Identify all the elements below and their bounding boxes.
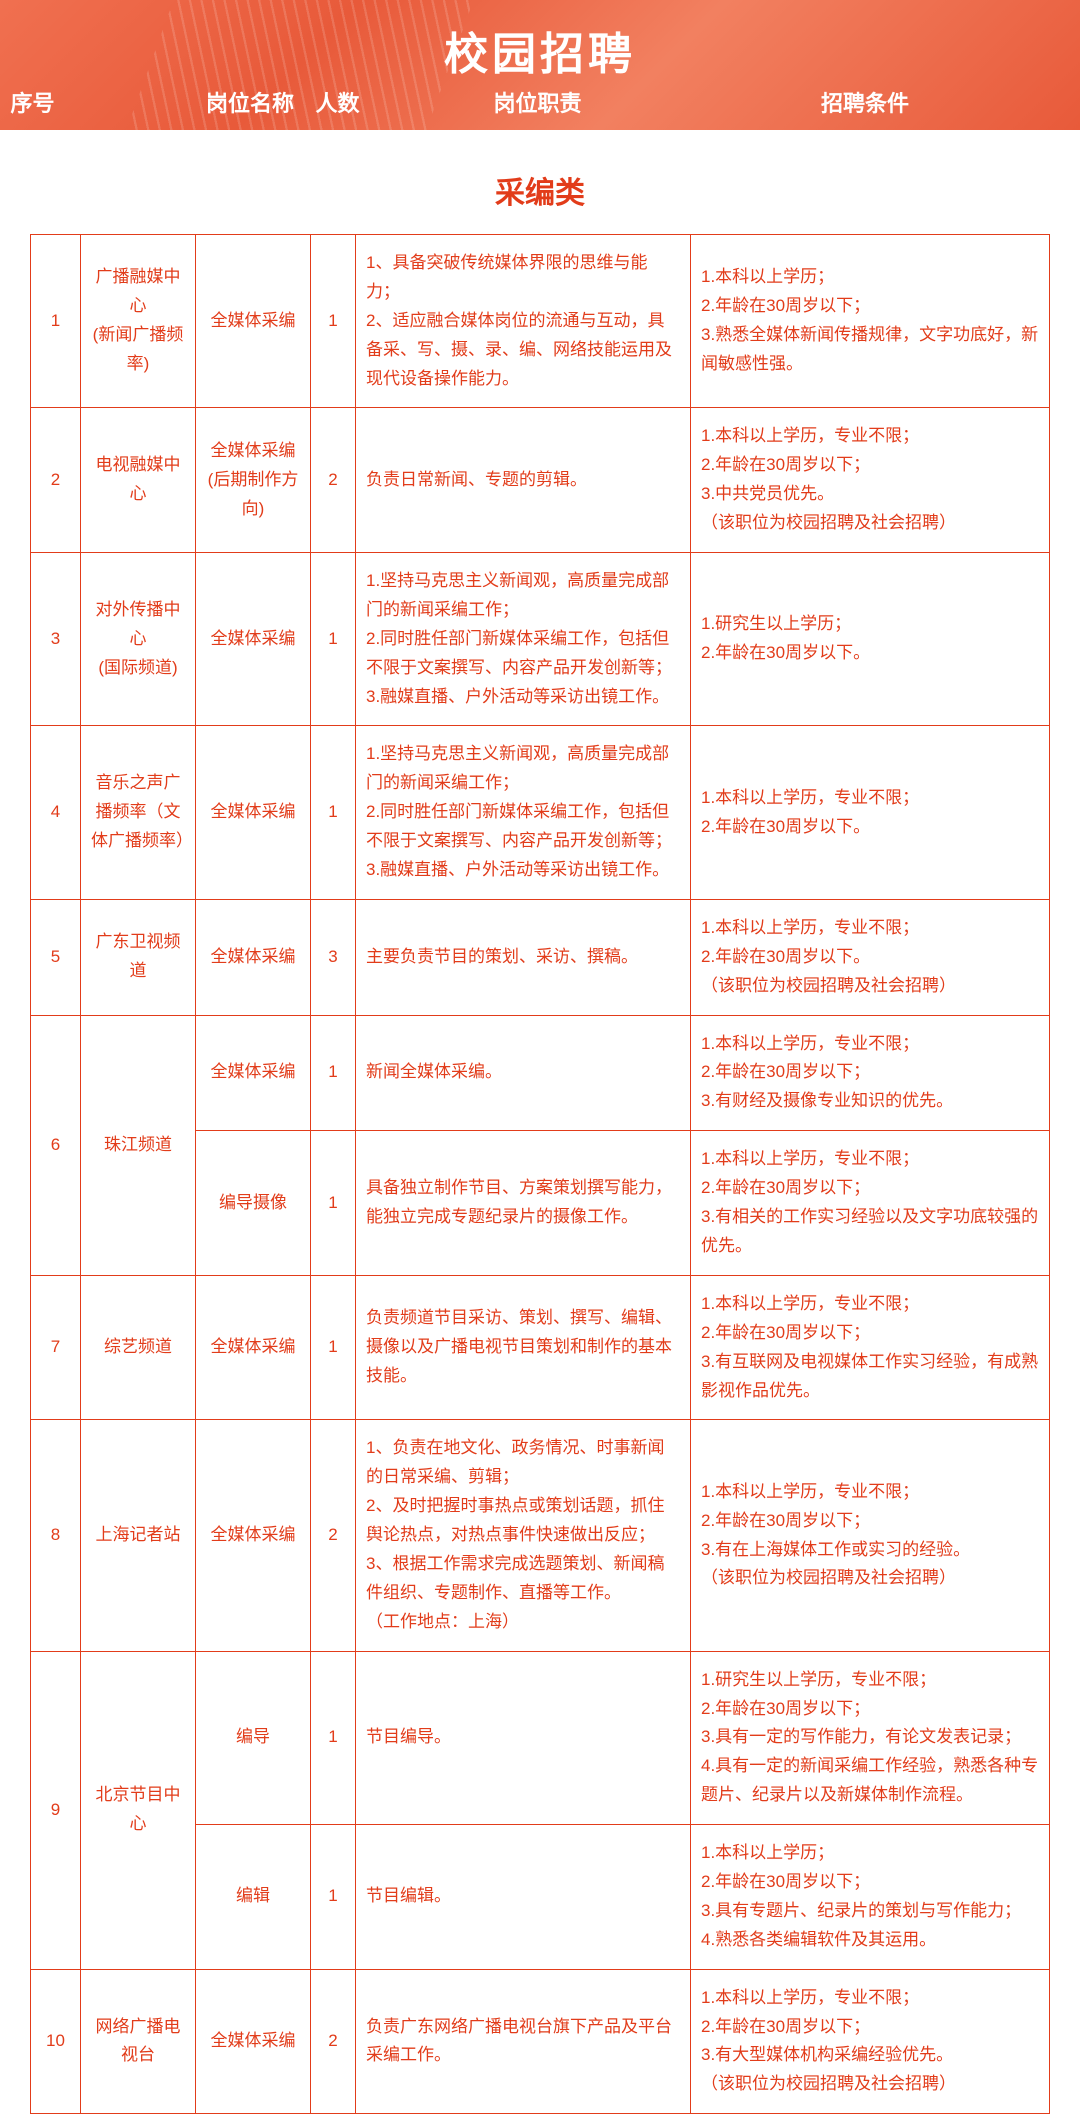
- col-post: 岗位名称: [190, 86, 310, 118]
- cell-post-name: 全媒体采编(后期制作方向): [196, 408, 311, 553]
- col-req: 招聘条件: [710, 86, 1020, 118]
- cell-dept: 广东卫视频道: [81, 899, 196, 1015]
- cell-post-name: 全媒体采编: [196, 1969, 311, 2114]
- cell-seq: 10: [31, 1969, 81, 2114]
- cell-post-name: 全媒体采编: [196, 726, 311, 899]
- cell-post-name: 编辑: [196, 1825, 311, 1970]
- cell-seq: 3: [31, 553, 81, 726]
- cell-count: 1: [311, 1651, 356, 1824]
- cell-count: 1: [311, 1275, 356, 1420]
- cell-req: 1.本科以上学历，专业不限；2.年龄在30周岁以下。（该职位为校园招聘及社会招聘…: [691, 899, 1050, 1015]
- cell-dept: 综艺频道: [81, 1275, 196, 1420]
- table-row: 2电视融媒中心全媒体采编(后期制作方向)2负责日常新闻、专题的剪辑。1.本科以上…: [31, 408, 1050, 553]
- table-row: 4音乐之声广播频率（文体广播频率）全媒体采编11.坚持马克思主义新闻观，高质量完…: [31, 726, 1050, 899]
- cell-count: 2: [311, 408, 356, 553]
- cell-seq: 5: [31, 899, 81, 1015]
- cell-dept: 北京节目中心: [81, 1651, 196, 1969]
- cell-post-name: 编导: [196, 1651, 311, 1824]
- cell-post-name: 全媒体采编: [196, 1275, 311, 1420]
- cell-req: 1.本科以上学历，专业不限；2.年龄在30周岁以下。: [691, 726, 1050, 899]
- cell-count: 1: [311, 235, 356, 408]
- cell-duty: 节目编导。: [356, 1651, 691, 1824]
- cell-count: 2: [311, 1420, 356, 1651]
- cell-post-name: 编导摄像: [196, 1131, 311, 1276]
- recruitment-table: 1广播融媒中心(新闻广播频率)全媒体采编11、具备突破传统媒体界限的思维与能力；…: [30, 234, 1050, 2114]
- table-row: 3对外传播中心(国际频道)全媒体采编11.坚持马克思主义新闻观，高质量完成部门的…: [31, 553, 1050, 726]
- table-row: 1广播融媒中心(新闻广播频率)全媒体采编11、具备突破传统媒体界限的思维与能力；…: [31, 235, 1050, 408]
- cell-dept: 网络广播电视台: [81, 1969, 196, 2114]
- cell-dept: 上海记者站: [81, 1420, 196, 1651]
- cell-duty: 新闻全媒体采编。: [356, 1015, 691, 1131]
- cell-seq: 7: [31, 1275, 81, 1420]
- cell-req: 1.本科以上学历，专业不限；2.年龄在30周岁以下；3.有大型媒体机构采编经验优…: [691, 1969, 1050, 2114]
- cell-duty: 节目编辑。: [356, 1825, 691, 1970]
- cell-duty: 负责广东网络广播电视台旗下产品及平台采编工作。: [356, 1969, 691, 2114]
- cell-post-name: 全媒体采编: [196, 1420, 311, 1651]
- cell-count: 1: [311, 1131, 356, 1276]
- table-row: 10网络广播电视台全媒体采编2负责广东网络广播电视台旗下产品及平台采编工作。1.…: [31, 1969, 1050, 2114]
- col-seq: 序号: [0, 86, 65, 118]
- cell-req: 1.研究生以上学历；2.年龄在30周岁以下。: [691, 553, 1050, 726]
- cell-req: 1.本科以上学历；2.年龄在30周岁以下；3.具有专题片、纪录片的策划与写作能力…: [691, 1825, 1050, 1970]
- cell-seq: 1: [31, 235, 81, 408]
- cell-duty: 具备独立制作节目、方案策划撰写能力，能独立完成专题纪录片的摄像工作。: [356, 1131, 691, 1276]
- cell-seq: 4: [31, 726, 81, 899]
- cell-duty: 主要负责节目的策划、采访、撰稿。: [356, 899, 691, 1015]
- cell-req: 1.本科以上学历，专业不限；2.年龄在30周岁以下；3.有财经及摄像专业知识的优…: [691, 1015, 1050, 1131]
- cell-duty: 1、具备突破传统媒体界限的思维与能力；2、适应融合媒体岗位的流通与互动，具备采、…: [356, 235, 691, 408]
- cell-count: 1: [311, 1825, 356, 1970]
- cell-post-name: 全媒体采编: [196, 553, 311, 726]
- page-header: 校园招聘 序号 岗位名称 人数 岗位职责 招聘条件: [0, 0, 1080, 130]
- cell-dept: 珠江频道: [81, 1015, 196, 1275]
- cell-post-name: 全媒体采编: [196, 1015, 311, 1131]
- cell-post-name: 全媒体采编: [196, 899, 311, 1015]
- cell-seq: 6: [31, 1015, 81, 1275]
- cell-duty: 1.坚持马克思主义新闻观，高质量完成部门的新闻采编工作；2.同时胜任部门新媒体采…: [356, 726, 691, 899]
- cell-post-name: 全媒体采编: [196, 235, 311, 408]
- cell-seq: 9: [31, 1651, 81, 1969]
- table-row: 5广东卫视频道全媒体采编3主要负责节目的策划、采访、撰稿。1.本科以上学历，专业…: [31, 899, 1050, 1015]
- cell-duty: 负责频道节目采访、策划、撰写、编辑、摄像以及广播电视节目策划和制作的基本技能。: [356, 1275, 691, 1420]
- cell-req: 1.本科以上学历，专业不限；2.年龄在30周岁以下；3.有在上海媒体工作或实习的…: [691, 1420, 1050, 1651]
- table-row: 8上海记者站全媒体采编21、负责在地文化、政务情况、时事新闻的日常采编、剪辑；2…: [31, 1420, 1050, 1651]
- col-count: 人数: [310, 86, 365, 118]
- cell-seq: 2: [31, 408, 81, 553]
- cell-count: 1: [311, 553, 356, 726]
- cell-req: 1.本科以上学历，专业不限；2.年龄在30周岁以下；3.中共党员优先。（该职位为…: [691, 408, 1050, 553]
- cell-duty: 负责日常新闻、专题的剪辑。: [356, 408, 691, 553]
- page-title: 校园招聘: [0, 18, 1080, 82]
- table-row: 9北京节目中心编导1节目编导。1.研究生以上学历，专业不限；2.年龄在30周岁以…: [31, 1651, 1050, 1824]
- content-area: 采编类 1广播融媒中心(新闻广播频率)全媒体采编11、具备突破传统媒体界限的思维…: [0, 130, 1080, 2114]
- cell-count: 2: [311, 1969, 356, 2114]
- cell-req: 1.本科以上学历，专业不限；2.年龄在30周岁以下；3.有相关的工作实习经验以及…: [691, 1131, 1050, 1276]
- table-row: 6珠江频道全媒体采编1新闻全媒体采编。1.本科以上学历，专业不限；2.年龄在30…: [31, 1015, 1050, 1131]
- cell-req: 1.本科以上学历；2.年龄在30周岁以下；3.熟悉全媒体新闻传播规律，文字功底好…: [691, 235, 1050, 408]
- category-title: 采编类: [30, 150, 1050, 234]
- cell-count: 1: [311, 1015, 356, 1131]
- cell-count: 1: [311, 726, 356, 899]
- cell-req: 1.研究生以上学历，专业不限；2.年龄在30周岁以下；3.具有一定的写作能力，有…: [691, 1651, 1050, 1824]
- table-row: 7综艺频道全媒体采编1负责频道节目采访、策划、撰写、编辑、摄像以及广播电视节目策…: [31, 1275, 1050, 1420]
- col-duty: 岗位职责: [365, 86, 710, 118]
- cell-dept: 对外传播中心(国际频道): [81, 553, 196, 726]
- cell-duty: 1.坚持马克思主义新闻观，高质量完成部门的新闻采编工作；2.同时胜任部门新媒体采…: [356, 553, 691, 726]
- cell-req: 1.本科以上学历，专业不限；2.年龄在30周岁以下；3.有互联网及电视媒体工作实…: [691, 1275, 1050, 1420]
- column-headers: 序号 岗位名称 人数 岗位职责 招聘条件: [0, 86, 1080, 118]
- cell-dept: 广播融媒中心(新闻广播频率): [81, 235, 196, 408]
- cell-count: 3: [311, 899, 356, 1015]
- cell-duty: 1、负责在地文化、政务情况、时事新闻的日常采编、剪辑；2、及时把握时事热点或策划…: [356, 1420, 691, 1651]
- cell-dept: 音乐之声广播频率（文体广播频率）: [81, 726, 196, 899]
- cell-seq: 8: [31, 1420, 81, 1651]
- cell-dept: 电视融媒中心: [81, 408, 196, 553]
